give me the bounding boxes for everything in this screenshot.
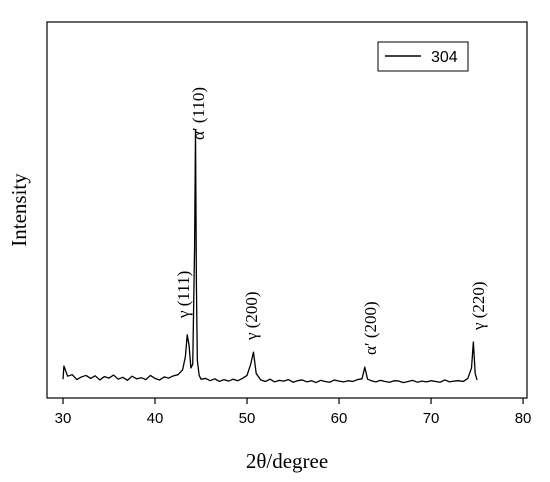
x-tick-label: 40 <box>147 410 164 427</box>
data-line <box>62 129 478 384</box>
plot-frame <box>46 21 528 399</box>
peak-annotation: γ (220) <box>469 281 488 331</box>
x-tick-label: 30 <box>55 410 72 427</box>
legend-label: 304 <box>431 49 458 66</box>
x-axis-label: 2θ/degree <box>246 449 328 473</box>
x-tick-label: 80 <box>515 410 532 427</box>
x-tick-label: 60 <box>331 410 348 427</box>
x-tick-label: 70 <box>423 410 440 427</box>
peak-annotation: α′ (200) <box>361 301 380 355</box>
x-tick-label: 50 <box>239 410 256 427</box>
peak-annotation: γ (111) <box>174 271 193 319</box>
y-axis-label: Intensity <box>7 173 31 247</box>
peak-annotation: γ (200) <box>242 291 261 341</box>
peak-annotation: α′ (110) <box>189 87 208 140</box>
